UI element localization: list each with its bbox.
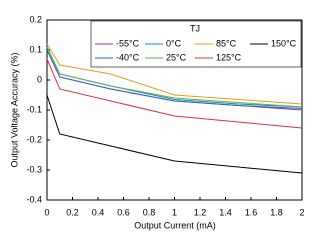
x-tick-label: 1 bbox=[172, 207, 177, 217]
x-tick-label: 0.4 bbox=[92, 207, 105, 217]
legend-title: TJ bbox=[190, 23, 200, 33]
y-axis-label: Output Voltage Accuracy (%) bbox=[9, 52, 19, 167]
x-tick-label: 0.2 bbox=[66, 207, 79, 217]
series-line bbox=[46, 49, 303, 109]
legend-label: -40°C bbox=[116, 52, 140, 62]
x-tick-label: 1.2 bbox=[194, 207, 207, 217]
y-tick-label: -0.2 bbox=[26, 134, 42, 144]
y-tick-label: 0.2 bbox=[29, 14, 42, 24]
y-tick-label: 0 bbox=[37, 74, 42, 84]
y-tick-label: -0.4 bbox=[26, 194, 42, 204]
series-line bbox=[46, 58, 303, 129]
x-tick-label: 1.8 bbox=[270, 207, 283, 217]
x-axis-label: Output Current (mA) bbox=[134, 220, 216, 230]
y-tick-label: -0.3 bbox=[26, 164, 42, 174]
series-line bbox=[46, 46, 303, 108]
legend-label: -55°C bbox=[116, 38, 140, 48]
x-tick-label: 0.8 bbox=[143, 207, 156, 217]
series-line bbox=[46, 94, 303, 174]
legend-label: 0°C bbox=[166, 38, 182, 48]
legend-label: 125°C bbox=[216, 52, 242, 62]
x-tick-label: 2 bbox=[299, 207, 304, 217]
y-tick-label: -0.1 bbox=[26, 104, 42, 114]
x-tick-label: 1.6 bbox=[245, 207, 258, 217]
legend-label: 25°C bbox=[166, 52, 187, 62]
x-tick-label: 0 bbox=[44, 207, 49, 217]
legend-label: 150°C bbox=[271, 38, 297, 48]
legend-label: 85°C bbox=[216, 38, 237, 48]
x-tick-label: 1.4 bbox=[219, 207, 232, 217]
x-tick-label: 0.6 bbox=[117, 207, 130, 217]
series-line bbox=[46, 43, 303, 105]
y-tick-label: 0.1 bbox=[29, 44, 42, 54]
